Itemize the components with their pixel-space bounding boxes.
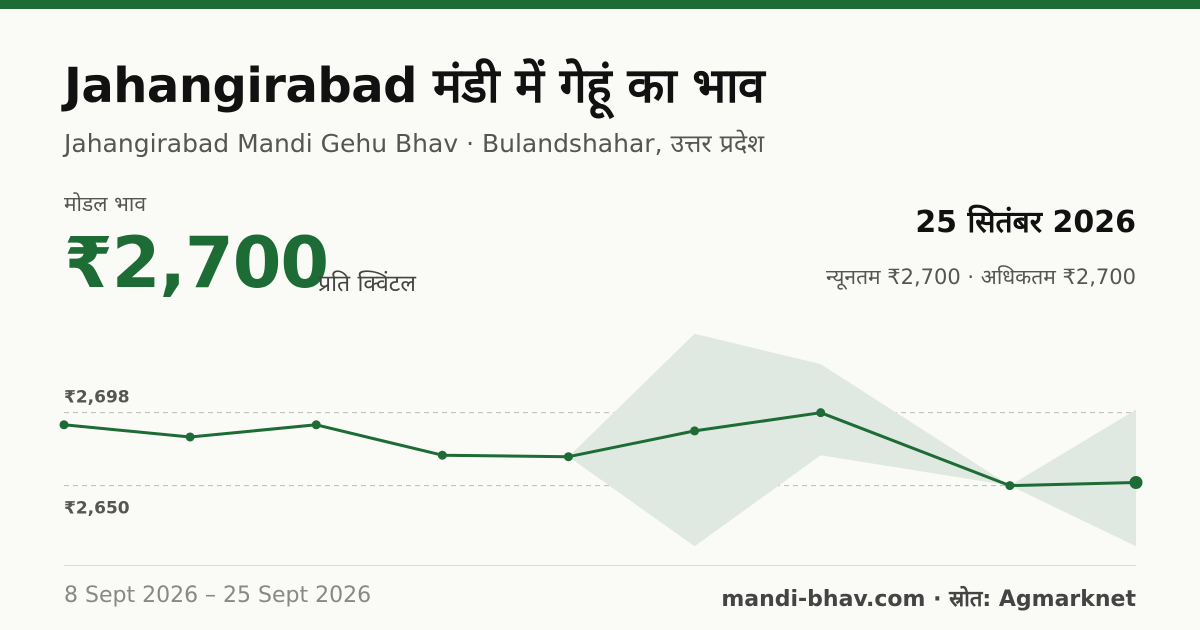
latest-price-point <box>1129 476 1143 490</box>
price-chart: ₹2,698 ₹2,650 <box>59 333 1143 547</box>
price-point <box>690 426 700 436</box>
modal-price-label: मोडल भाव <box>64 192 147 216</box>
date-range: 8 Sept 2026 – 25 Sept 2026 <box>64 583 372 608</box>
price-point <box>311 420 321 430</box>
price-point <box>59 420 69 430</box>
price-point <box>816 408 826 418</box>
top-accent-bar <box>0 0 1200 9</box>
min-max-price: न्यूनतम ₹2,700 · अधिकतम ₹2,700 <box>826 265 1136 289</box>
price-point <box>563 452 573 462</box>
source-credit: mandi-bhav.com · स्रोत: Agmarknet <box>721 587 1136 612</box>
price-point <box>437 450 447 460</box>
price-point <box>185 432 195 442</box>
report-date: 25 सितंबर 2026 <box>915 205 1136 240</box>
price-unit: प्रति क्विंटल <box>318 271 416 297</box>
page-title: Jahangirabad मंडी में गेहूं का भाव <box>64 58 765 114</box>
price-point <box>1005 481 1015 491</box>
y-tick-label: ₹2,698 <box>64 388 130 408</box>
modal-price-value: ₹2,700 <box>64 222 329 304</box>
min-max-band <box>64 333 1136 547</box>
y-tick-label: ₹2,650 <box>64 499 130 519</box>
footer-divider <box>64 565 1136 566</box>
page-subtitle: Jahangirabad Mandi Gehu Bhav · Bulandsha… <box>64 129 765 158</box>
